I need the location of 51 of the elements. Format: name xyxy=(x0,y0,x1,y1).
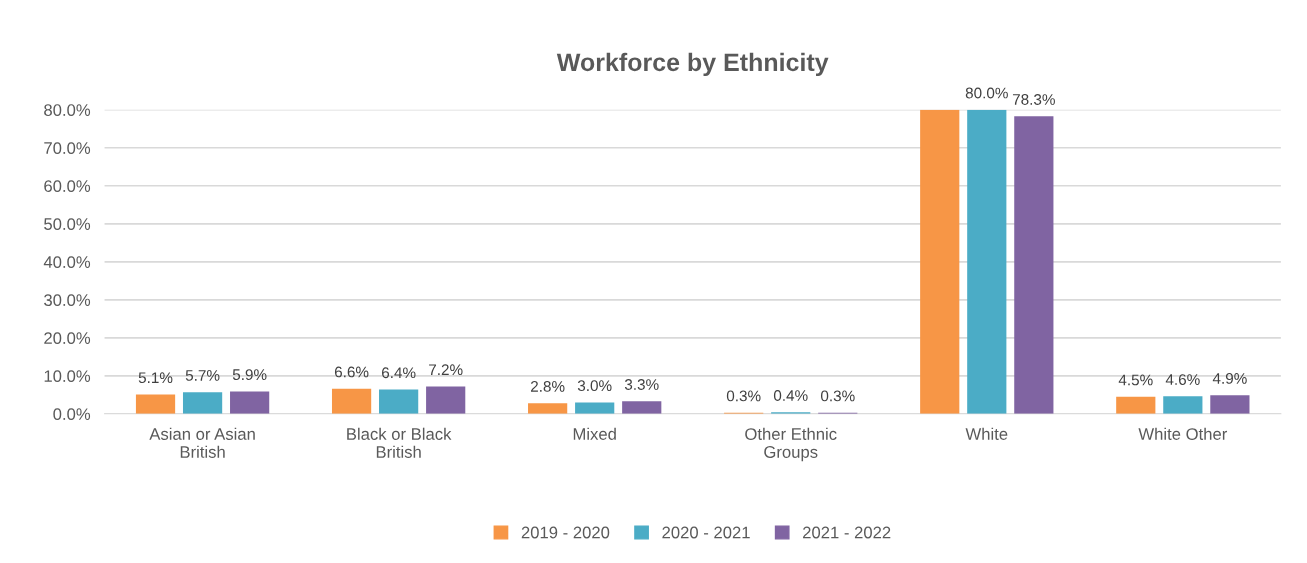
bar xyxy=(135,394,176,414)
data-label: 0.3% xyxy=(726,390,761,402)
bar xyxy=(331,388,372,414)
y-tick-label: 10.0% xyxy=(44,370,91,383)
y-tick-label: 60.0% xyxy=(44,180,91,192)
bar xyxy=(379,389,419,414)
x-tick-label: Black or Black British xyxy=(347,427,452,458)
data-label: 6.6% xyxy=(334,366,369,378)
data-label: 78.3% xyxy=(1012,94,1055,105)
y-tick-label: 0.0% xyxy=(53,408,91,421)
bar xyxy=(182,392,223,414)
x-tick-label: Asian or Asian British xyxy=(149,427,255,458)
data-label: 0.4% xyxy=(773,390,808,401)
y-tick-label: 30.0% xyxy=(44,294,91,306)
x-tick-label: White xyxy=(965,427,1008,440)
x-tick-label: Other Ethnic Groups xyxy=(745,427,837,462)
x-tick-label: White Other xyxy=(1138,427,1228,440)
legend-label: 2019 - 2020 xyxy=(521,526,610,539)
legend-label: 2020 - 2021 xyxy=(662,526,750,539)
bar xyxy=(426,386,466,414)
bar xyxy=(1116,396,1156,414)
bar xyxy=(622,401,662,414)
bar xyxy=(1210,395,1250,414)
y-tick-label: 20.0% xyxy=(44,332,91,344)
data-label: 4.5% xyxy=(1118,374,1153,386)
chart-title: Workforce by Ethnicity xyxy=(556,52,829,77)
x-tick-label: Mixed xyxy=(573,427,616,440)
bar xyxy=(967,109,1007,414)
data-label: 7.2% xyxy=(429,364,463,376)
data-label: 80.0% xyxy=(965,87,1008,99)
y-tick-label: 70.0% xyxy=(44,142,91,154)
data-label: 2.8% xyxy=(530,380,565,392)
bar xyxy=(920,109,960,414)
bar xyxy=(1163,396,1203,414)
data-label: 3.0% xyxy=(577,380,612,392)
y-tick-label: 40.0% xyxy=(43,256,91,268)
legend-label: 2021 - 2022 xyxy=(803,526,891,539)
data-label: 3.3% xyxy=(624,379,659,390)
data-label: 5.1% xyxy=(138,372,173,384)
data-label: 5.7% xyxy=(185,370,220,381)
data-label: 4.9% xyxy=(1212,373,1247,384)
data-label: 6.4% xyxy=(382,367,416,379)
y-tick-label: 80.0% xyxy=(44,104,91,116)
data-label: 5.9% xyxy=(232,369,267,381)
data-label: 4.6% xyxy=(1165,374,1200,385)
bar xyxy=(230,391,270,414)
data-label: 0.3% xyxy=(820,390,855,402)
bar xyxy=(1014,116,1054,414)
bar xyxy=(575,402,615,414)
y-tick-label: 50.0% xyxy=(44,218,91,230)
bar xyxy=(528,403,568,414)
